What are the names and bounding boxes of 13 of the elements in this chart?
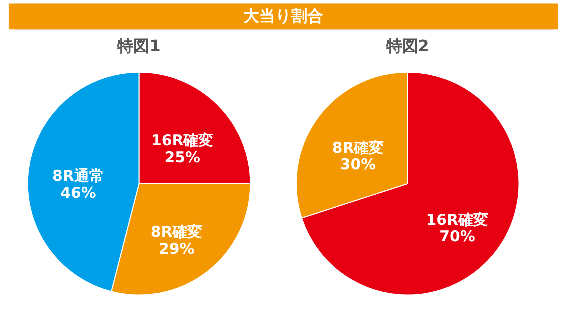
data-label: 46% <box>60 184 96 202</box>
chart-title: 特図1 <box>116 36 161 56</box>
chart-title: 特図2 <box>385 36 430 56</box>
data-label: 29% <box>158 240 195 258</box>
slice-label: 16R確変 <box>426 210 489 229</box>
slice-label: 8R確変 <box>150 223 203 242</box>
text: 大当り割合 <box>244 6 324 26</box>
slice-label: 8R通常 <box>52 167 104 186</box>
slice-label: 8R確変 <box>332 138 384 157</box>
data-label: 30% <box>340 156 376 174</box>
data-label: 25% <box>164 148 200 166</box>
slice-label: 16R確変 <box>151 131 214 150</box>
data-label: 70% <box>440 228 476 246</box>
